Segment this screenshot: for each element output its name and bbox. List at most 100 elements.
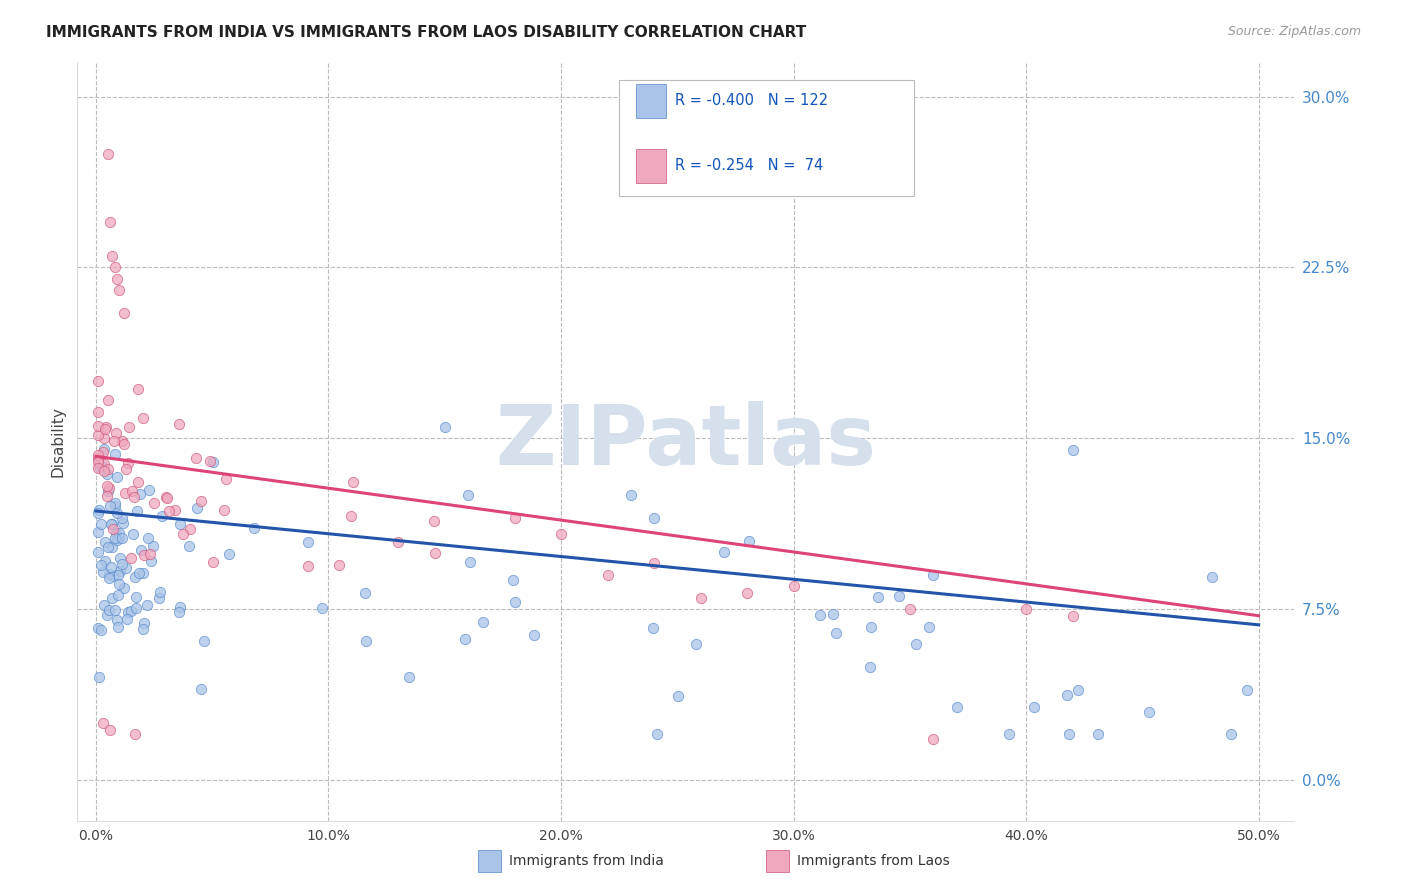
Point bbox=[1236, 683, 1258, 698]
Point bbox=[96, 479, 118, 493]
Point bbox=[101, 540, 124, 554]
Point bbox=[87, 524, 110, 539]
Point bbox=[167, 417, 190, 431]
Point bbox=[136, 531, 159, 545]
Point bbox=[121, 484, 143, 499]
Point bbox=[735, 586, 758, 600]
Point bbox=[104, 603, 127, 617]
Point bbox=[117, 456, 139, 470]
Point bbox=[946, 700, 969, 714]
Point bbox=[215, 472, 238, 486]
Point bbox=[108, 551, 131, 566]
Point bbox=[131, 410, 153, 425]
Point bbox=[101, 523, 124, 537]
Point bbox=[104, 496, 127, 510]
Point bbox=[127, 504, 149, 518]
Point bbox=[898, 602, 921, 616]
Point bbox=[87, 419, 110, 434]
Point bbox=[155, 491, 177, 505]
Point bbox=[186, 501, 208, 516]
Point bbox=[1067, 682, 1090, 697]
Point bbox=[124, 727, 146, 741]
Point bbox=[94, 422, 117, 436]
Point bbox=[112, 436, 135, 450]
Point bbox=[105, 470, 128, 484]
Point bbox=[136, 598, 159, 612]
Point bbox=[471, 615, 494, 629]
Point bbox=[1022, 700, 1045, 714]
Point bbox=[666, 690, 689, 704]
Point bbox=[105, 271, 128, 285]
Point bbox=[124, 570, 146, 584]
Point bbox=[124, 590, 146, 604]
Point bbox=[297, 535, 319, 549]
Point bbox=[108, 564, 131, 578]
Point bbox=[111, 557, 134, 571]
Point bbox=[90, 516, 112, 531]
Point bbox=[104, 447, 127, 461]
Point bbox=[122, 490, 145, 504]
Point bbox=[104, 531, 127, 545]
Point bbox=[120, 604, 142, 618]
Point bbox=[125, 601, 148, 615]
Point bbox=[149, 585, 172, 599]
Point bbox=[122, 527, 145, 541]
Point bbox=[94, 535, 117, 549]
Point bbox=[1087, 727, 1109, 741]
Point bbox=[105, 613, 128, 627]
Point bbox=[868, 591, 890, 605]
Point bbox=[457, 488, 479, 502]
Point bbox=[111, 434, 134, 448]
Point bbox=[193, 633, 215, 648]
Point bbox=[1062, 608, 1084, 623]
Point bbox=[823, 607, 845, 621]
Point bbox=[117, 605, 139, 619]
Point bbox=[97, 481, 120, 495]
Point bbox=[458, 556, 481, 570]
Point bbox=[167, 605, 190, 619]
Point bbox=[100, 516, 122, 531]
Point bbox=[118, 419, 141, 434]
Y-axis label: Disability: Disability bbox=[51, 406, 66, 477]
Text: IMMIGRANTS FROM INDIA VS IMMIGRANTS FROM LAOS DISABILITY CORRELATION CHART: IMMIGRANTS FROM INDIA VS IMMIGRANTS FROM… bbox=[46, 25, 807, 40]
Point bbox=[859, 660, 882, 674]
Point bbox=[150, 508, 173, 523]
Point bbox=[134, 616, 156, 631]
Point bbox=[103, 260, 125, 275]
Text: Immigrants from India: Immigrants from India bbox=[509, 855, 664, 868]
Point bbox=[111, 511, 134, 525]
Point bbox=[103, 500, 125, 514]
Point bbox=[157, 504, 180, 518]
Point bbox=[339, 508, 361, 523]
Point bbox=[108, 531, 131, 545]
Point bbox=[101, 591, 124, 605]
Point bbox=[354, 634, 377, 648]
Point bbox=[132, 622, 155, 636]
Point bbox=[93, 599, 115, 613]
Point bbox=[101, 569, 124, 583]
Point bbox=[105, 533, 128, 547]
Point bbox=[387, 535, 409, 549]
Point bbox=[142, 539, 165, 553]
Point bbox=[87, 544, 110, 558]
Point bbox=[87, 507, 110, 521]
Point bbox=[97, 462, 120, 476]
Point bbox=[129, 487, 152, 501]
Point bbox=[87, 461, 110, 475]
Point bbox=[87, 455, 110, 469]
Point bbox=[93, 431, 115, 445]
Point bbox=[91, 459, 114, 474]
Point bbox=[138, 483, 160, 497]
Point bbox=[87, 452, 110, 467]
Point bbox=[212, 503, 235, 517]
Point bbox=[93, 442, 115, 456]
Point bbox=[1219, 727, 1241, 741]
Point bbox=[107, 620, 129, 634]
Point bbox=[134, 549, 156, 563]
Point bbox=[200, 454, 222, 468]
Point bbox=[169, 516, 191, 531]
Point bbox=[90, 558, 112, 572]
Point bbox=[503, 511, 526, 525]
Point bbox=[825, 626, 848, 640]
Point bbox=[139, 547, 162, 561]
